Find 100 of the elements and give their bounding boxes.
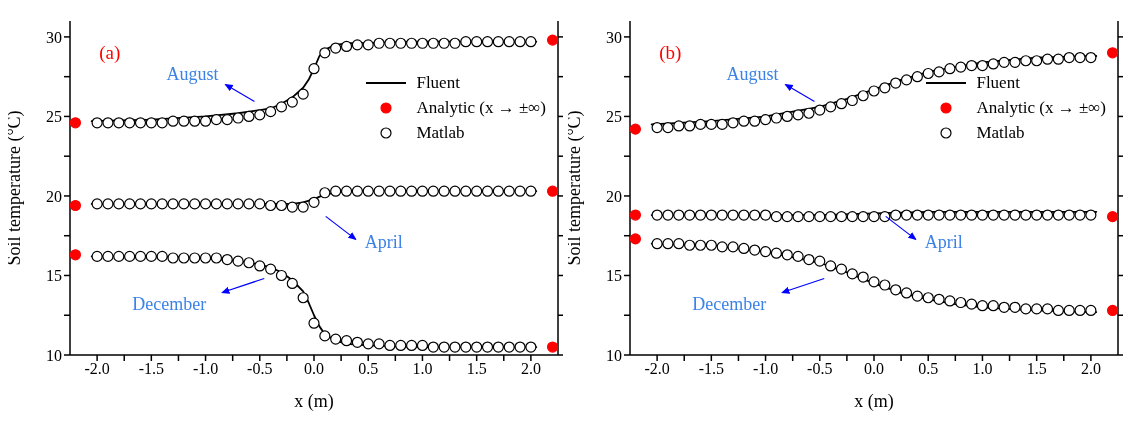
point (438, 341, 450, 353)
point (966, 209, 978, 221)
point (662, 209, 674, 221)
y-tick-label: 20 (606, 187, 622, 205)
point (384, 185, 396, 197)
y-axis-title: Soil temperature (°C) (4, 110, 26, 266)
point (243, 110, 255, 123)
point (749, 244, 761, 256)
point (857, 271, 869, 283)
point (1052, 304, 1064, 317)
point (759, 114, 772, 126)
point (1009, 56, 1021, 68)
point (427, 341, 439, 353)
x-tick-label: 1.5 (466, 360, 487, 378)
point (846, 268, 858, 280)
x-axis-title: x (m) (294, 391, 334, 412)
point (1063, 51, 1075, 64)
point (91, 117, 103, 129)
point (460, 185, 472, 197)
point (70, 199, 82, 212)
point (911, 290, 923, 302)
point (406, 185, 418, 197)
point (630, 233, 642, 245)
x-tick-label: 0.5 (918, 360, 939, 378)
point (286, 277, 298, 290)
point (254, 109, 266, 121)
legend-label: Fluent (416, 72, 460, 94)
point (492, 185, 504, 197)
point (243, 198, 255, 210)
point (91, 250, 103, 262)
x-tick-label: 1.5 (1026, 360, 1047, 378)
point (814, 211, 826, 223)
point (351, 39, 363, 51)
annotation: August (166, 63, 219, 84)
point (145, 198, 157, 210)
point (630, 209, 642, 221)
point (243, 257, 255, 269)
legend-label: Analytic (x → ±∞) (416, 97, 546, 119)
point (514, 341, 526, 353)
point (1085, 304, 1097, 317)
point (770, 112, 782, 124)
point (189, 252, 201, 264)
point (102, 117, 114, 129)
point (1052, 209, 1064, 221)
point (705, 239, 717, 251)
point (716, 241, 728, 253)
point (911, 71, 923, 83)
point (145, 250, 157, 262)
x-tick-label: 1.0 (972, 360, 993, 378)
point (210, 198, 222, 210)
point (770, 211, 782, 223)
legend-label: Fluent (976, 72, 1020, 94)
point (738, 209, 750, 221)
point (265, 199, 277, 212)
point (966, 59, 978, 72)
point (232, 255, 244, 267)
point (546, 34, 558, 46)
point (835, 211, 848, 223)
point (340, 185, 353, 197)
x-tick-label: -2.0 (644, 360, 670, 378)
point (503, 341, 515, 353)
point (481, 36, 494, 48)
point (156, 198, 168, 210)
point (955, 61, 967, 73)
point (998, 56, 1010, 68)
point (911, 209, 923, 221)
point (427, 185, 439, 197)
point (814, 255, 826, 267)
point (825, 260, 837, 272)
point (1031, 303, 1043, 315)
point (210, 114, 222, 126)
point (362, 338, 374, 350)
point (651, 238, 663, 250)
point (738, 242, 750, 255)
point (1031, 55, 1043, 67)
point (384, 37, 396, 49)
point (514, 36, 526, 48)
x-tick-label: -1.5 (138, 360, 164, 378)
point (835, 263, 848, 275)
point (673, 238, 685, 250)
point (330, 185, 342, 197)
point (492, 36, 504, 48)
point (308, 63, 320, 75)
point (221, 114, 233, 126)
point (1009, 209, 1021, 221)
point (662, 238, 674, 250)
x-tick-label: 2.0 (520, 360, 541, 378)
point (102, 250, 114, 262)
point (630, 123, 642, 135)
point (900, 287, 913, 299)
point (651, 121, 663, 134)
point (210, 252, 222, 264)
point (922, 209, 934, 221)
point (1052, 53, 1064, 65)
point (792, 211, 804, 223)
point (694, 239, 707, 251)
point (221, 253, 233, 266)
point (134, 198, 147, 210)
point (933, 293, 945, 305)
y-tick-label: 25 (606, 108, 622, 126)
